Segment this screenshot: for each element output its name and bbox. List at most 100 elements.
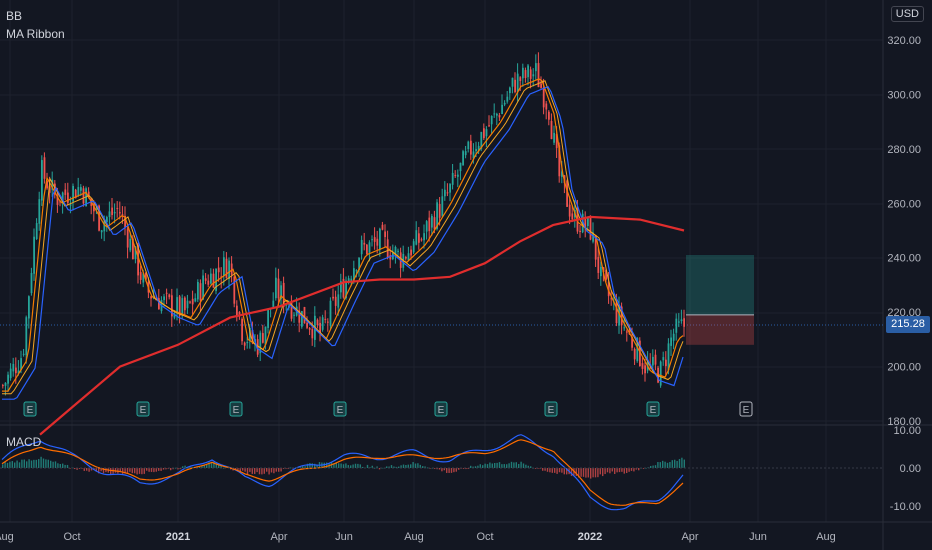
price-axis[interactable]: 320.00300.00280.00260.00240.00220.00200.… xyxy=(887,35,921,428)
candle-body xyxy=(631,336,633,348)
macd-hist-bar xyxy=(506,464,508,468)
candle-body xyxy=(56,195,59,205)
candle-body xyxy=(511,77,514,87)
macd-hist-bar xyxy=(14,462,16,468)
candle-body xyxy=(641,363,644,369)
symbol-label[interactable]: BB xyxy=(6,9,23,23)
earnings-marker-icon: E xyxy=(544,401,558,417)
earnings-marker-icon: E xyxy=(136,401,150,417)
macd-hist-bar xyxy=(578,468,580,478)
candle-body xyxy=(137,245,139,276)
macd-hist-bar xyxy=(551,468,553,473)
macd-hist-bar xyxy=(494,462,496,468)
candle-body xyxy=(168,294,171,298)
price-tick-label: 240.00 xyxy=(887,253,921,265)
candle-body xyxy=(654,354,657,365)
candle-body xyxy=(324,318,327,320)
candle-body xyxy=(405,257,407,259)
macd-hist-bar xyxy=(76,468,78,470)
time-tick-label: Oct xyxy=(476,531,493,543)
macd-hist-bar xyxy=(630,468,633,471)
candle-body xyxy=(17,370,20,374)
time-tick-label: 2021 xyxy=(166,531,190,543)
macd-hist-bar xyxy=(388,466,390,468)
candle-body xyxy=(38,199,41,224)
macd-hist-bar xyxy=(371,465,373,468)
candle-body xyxy=(33,236,35,274)
candle-body xyxy=(61,192,64,203)
macd-hist-bar xyxy=(62,463,64,468)
candle-body xyxy=(20,358,22,371)
earnings-marker-box xyxy=(333,401,347,417)
candle-body xyxy=(477,145,480,152)
macd-label[interactable]: MACD xyxy=(6,435,42,449)
candle-body xyxy=(95,208,98,211)
currency-button[interactable]: USD xyxy=(890,6,924,22)
macd-hist-bar xyxy=(153,468,155,473)
macd-hist-bar xyxy=(155,468,157,472)
candle-body xyxy=(558,145,561,177)
macd-hist-bar xyxy=(599,468,601,475)
candle-body xyxy=(537,63,540,88)
macd-hist-bar xyxy=(666,462,669,468)
candle-body xyxy=(342,278,345,298)
candle-body xyxy=(662,357,665,361)
candle-body xyxy=(368,242,371,253)
macd-hist-bar xyxy=(412,462,414,468)
macd-hist-bar xyxy=(266,468,268,472)
macd-hist-bar xyxy=(129,468,131,472)
macd-hist-bar xyxy=(340,463,342,468)
macd-hist-bar xyxy=(40,456,42,468)
candles xyxy=(2,52,685,396)
candle-body xyxy=(126,228,129,248)
macd-hist-bar xyxy=(398,466,400,468)
macd-axis[interactable]: 10.00 0.00 -10.00 xyxy=(890,425,921,513)
candle-body xyxy=(202,275,204,300)
macd-hist-bar xyxy=(239,468,241,473)
macd-hist-bar xyxy=(510,461,513,468)
candle-body xyxy=(519,77,522,81)
macd-hist-bar xyxy=(33,459,35,468)
candle-body xyxy=(379,228,381,250)
candle-body xyxy=(376,238,379,246)
macd-hist-bar xyxy=(419,464,421,468)
macd-hist-bar xyxy=(390,465,393,468)
macd-hist-bar xyxy=(347,465,349,468)
macd-hist-bar xyxy=(74,468,76,470)
time-tick-label: Apr xyxy=(681,531,698,543)
macd-hist-bar xyxy=(273,468,275,474)
indicator-label[interactable]: MA Ribbon xyxy=(6,27,65,41)
candle-body xyxy=(412,241,415,253)
position-tool[interactable] xyxy=(686,254,754,345)
earnings-marker-letter: E xyxy=(233,405,240,416)
macd-hist-bar xyxy=(42,458,45,468)
candle-body xyxy=(355,270,358,272)
candle-body xyxy=(212,273,215,288)
candle-body xyxy=(522,67,524,79)
candle-body xyxy=(25,317,28,356)
macd-hist-bar xyxy=(352,464,354,468)
candle-body xyxy=(501,104,503,115)
candle-body xyxy=(381,224,384,230)
candle-body xyxy=(464,151,467,156)
candle-body xyxy=(241,318,243,342)
candle-body xyxy=(124,215,126,228)
time-axis[interactable]: Aug Oct 2021 Apr Jun Aug Oct 2022 Apr Jun Aug xyxy=(0,531,836,543)
macd-hist-bar xyxy=(542,468,544,471)
macd-hist-bar xyxy=(299,466,301,468)
candle-body xyxy=(46,180,48,189)
macd-hist-bar xyxy=(393,466,395,468)
macd-hist-bar xyxy=(177,468,179,470)
macd-hist-bar xyxy=(441,468,443,472)
candle-body xyxy=(264,326,267,345)
earnings-marker-box xyxy=(434,401,448,417)
candle-body xyxy=(150,296,152,299)
macd-hist-bar xyxy=(78,468,81,469)
macd-hist-bar xyxy=(38,459,40,468)
macd-hist-bar xyxy=(623,468,625,474)
macd-hist-bar xyxy=(534,468,537,469)
macd-hist-bar xyxy=(590,468,592,479)
candle-body xyxy=(223,257,225,276)
